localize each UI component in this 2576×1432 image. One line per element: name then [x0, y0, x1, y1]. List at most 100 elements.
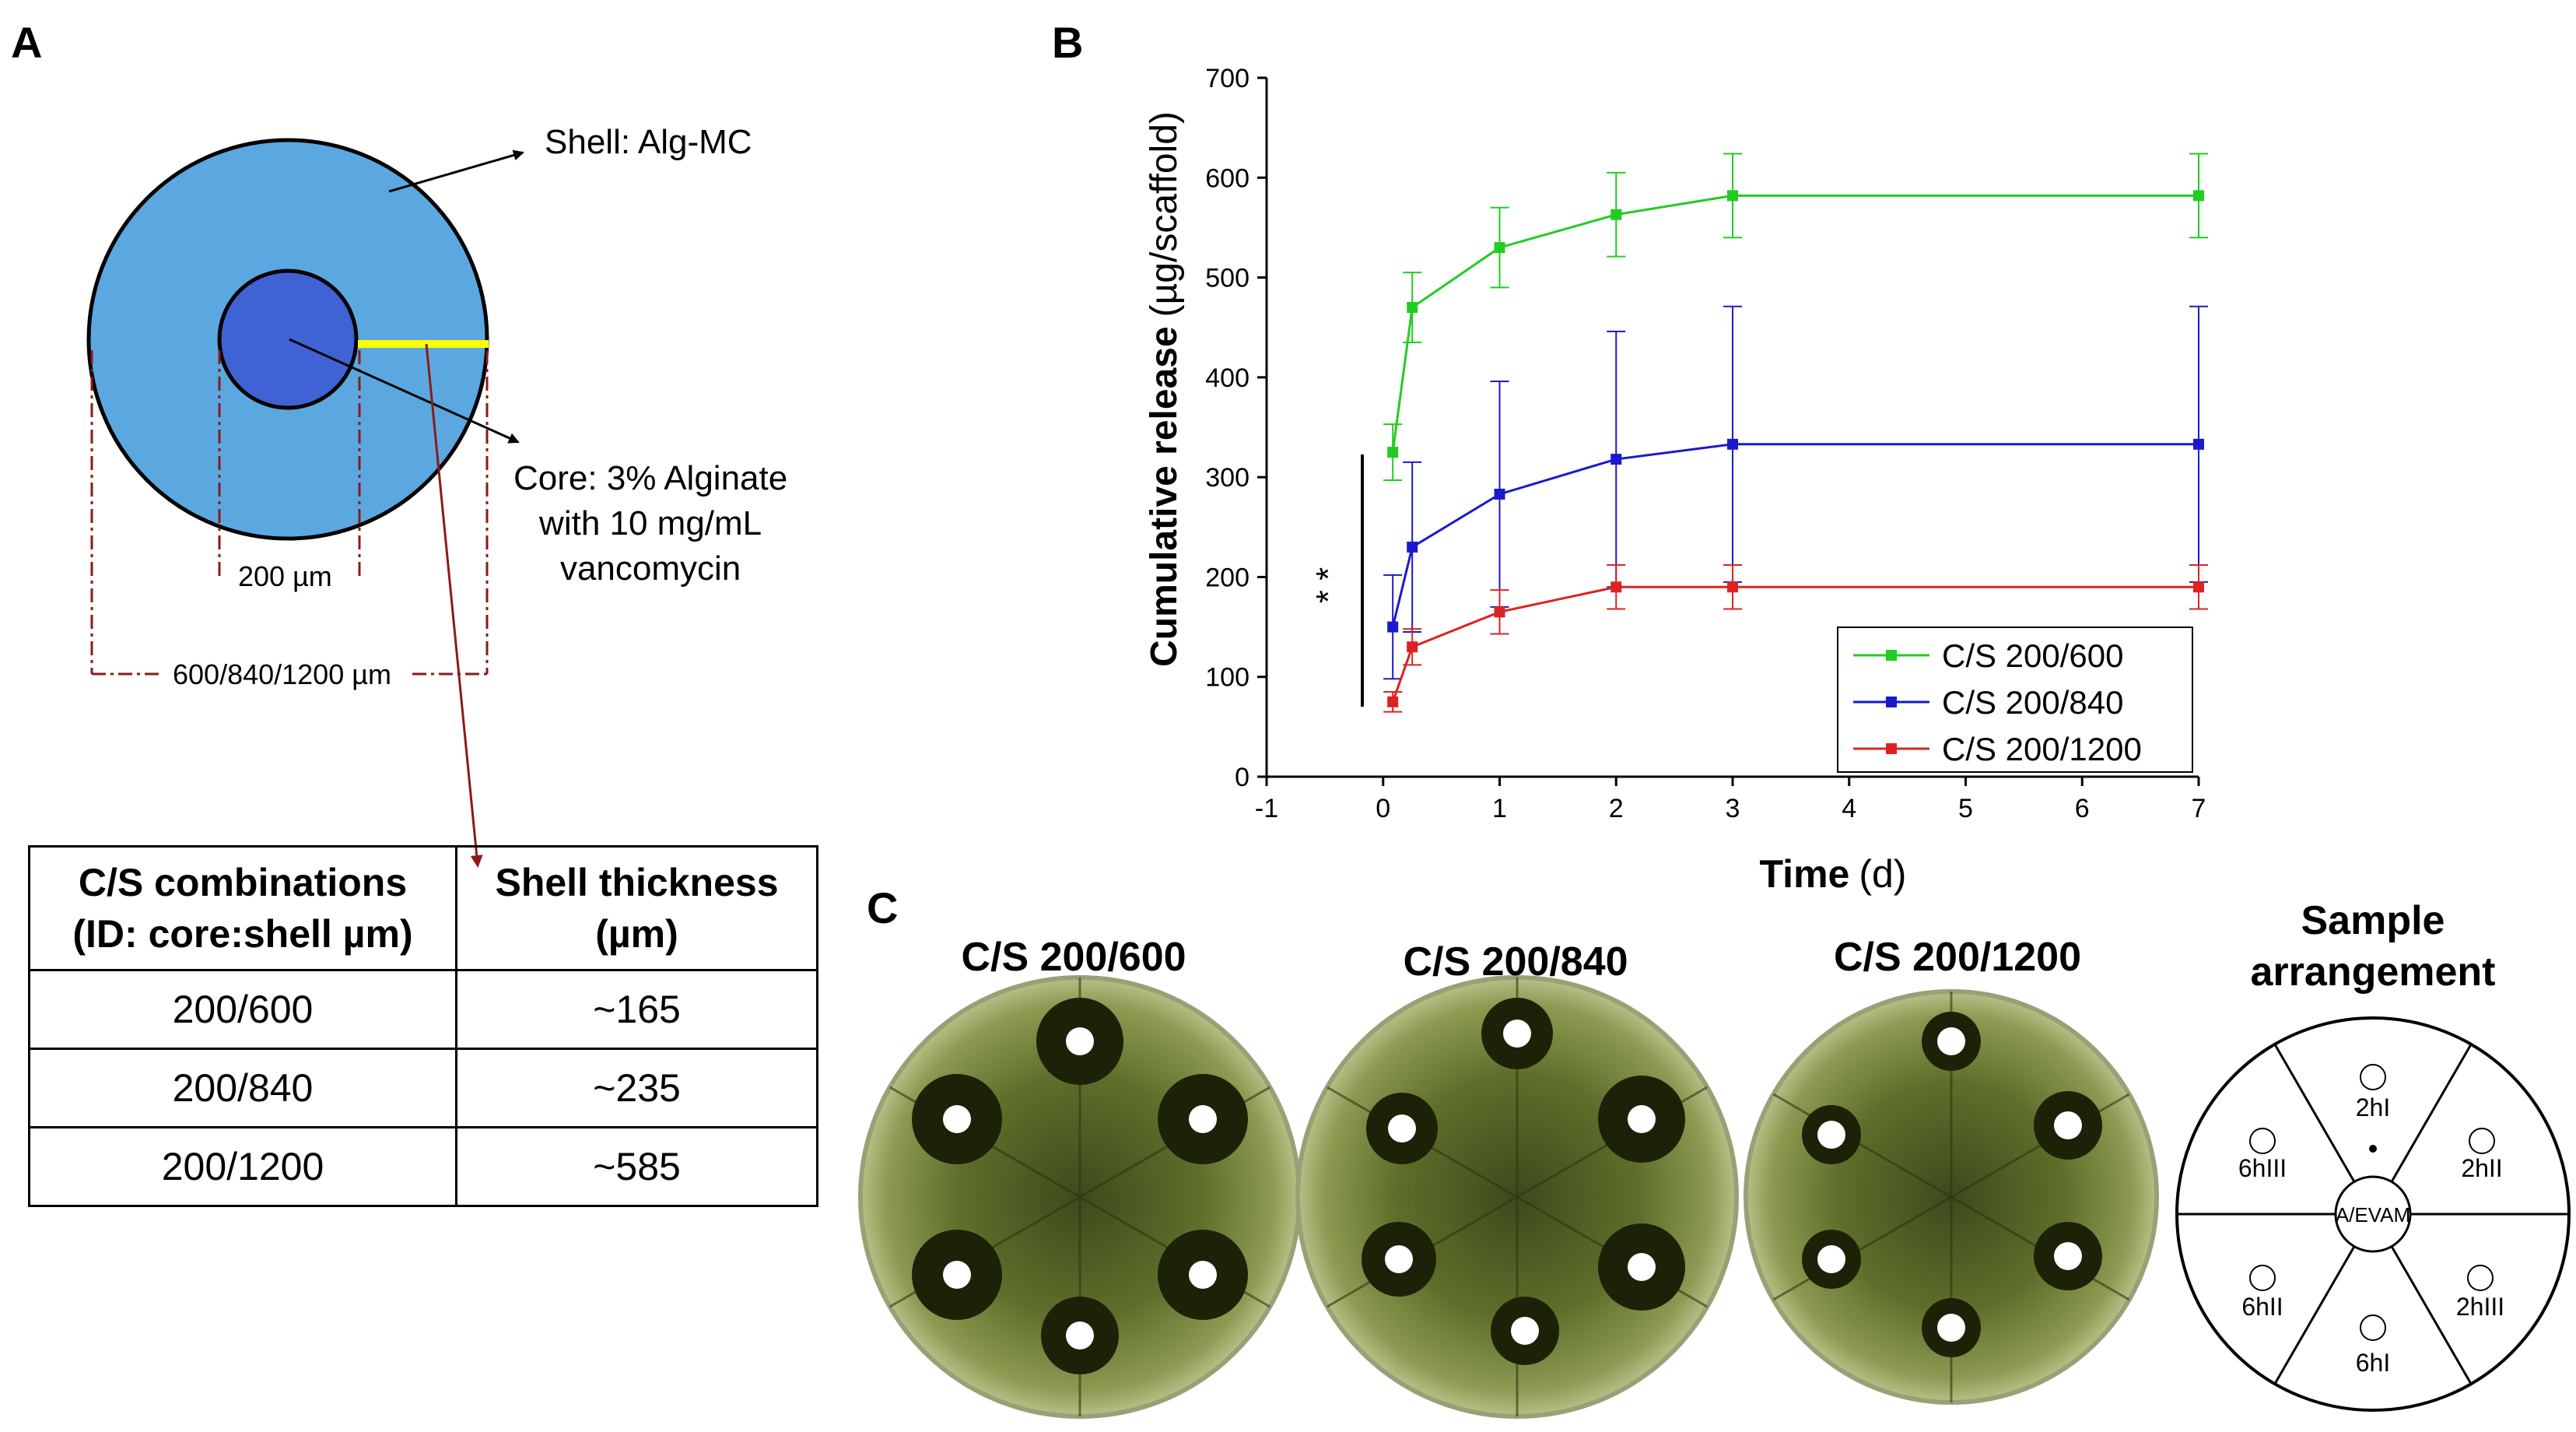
y-tick-label: 700	[1205, 64, 1249, 93]
sample-arrangement: A/EVAM 2hI 2hII 2hIII 6hI 6hII 6hIII	[2175, 1016, 2571, 1412]
x-tick-label: 1	[1492, 794, 1507, 823]
chart-series	[1383, 153, 2208, 713]
sample-well	[1628, 1253, 1656, 1281]
sample-well	[1189, 1105, 1217, 1133]
label-6hIII: 6hIII	[2238, 1154, 2287, 1182]
series-line	[1391, 585, 2199, 703]
x-tick-label: 5	[1958, 794, 1973, 823]
label-2hIII: 2hIII	[2456, 1293, 2504, 1321]
panel-label-c: C	[867, 883, 899, 932]
x-axis-label: Time (d)	[1760, 852, 1907, 896]
sample-well	[1628, 1105, 1656, 1133]
sample-well	[1503, 1020, 1531, 1048]
table-row: 200/840 ~235	[28, 1048, 818, 1128]
y-tick-label: 500	[1205, 264, 1249, 293]
data-point	[1387, 447, 1399, 458]
data-point	[2193, 190, 2204, 202]
table-header-combinations: C/S combinations (ID: core:shell µm)	[28, 845, 457, 971]
sample-well	[1937, 1314, 1965, 1342]
sample-well	[1066, 1027, 1094, 1055]
x-tick-label: 2	[1609, 794, 1624, 823]
y-tick-label: 400	[1205, 363, 1249, 393]
plate-title-1200: C/S 200/1200	[1833, 935, 2082, 980]
x-tick-label: 6	[2075, 794, 2090, 823]
data-point	[2193, 581, 2204, 593]
sample-well	[2054, 1111, 2082, 1139]
data-point	[1727, 581, 1738, 593]
petri-plate	[1295, 975, 1739, 1419]
core-arrow	[289, 338, 520, 444]
data-point	[1727, 190, 1738, 202]
well-6hI	[2360, 1314, 2386, 1341]
panel-label-a: A	[11, 18, 43, 67]
core-circle	[217, 268, 359, 410]
center-label: A/EVAM	[2336, 1203, 2410, 1227]
core-label-line-1: Core: 3% Alginate	[513, 459, 788, 497]
data-point	[1494, 606, 1505, 618]
x-tick-label: 4	[1842, 794, 1856, 823]
arrangement-title: Sample arrangement	[2250, 898, 2496, 995]
table-row: 200/1200 ~585	[28, 1126, 818, 1207]
data-point	[1610, 454, 1622, 465]
legend-label: C/S 200/600	[1942, 637, 2124, 674]
label-2hII: 2hII	[2461, 1154, 2502, 1182]
sample-well	[1066, 1321, 1094, 1350]
data-point	[1407, 641, 1418, 653]
outer-diameter-label: 600/840/1200 µm	[173, 658, 391, 690]
y-tick-label: 600	[1205, 163, 1249, 193]
table-header-thickness: Shell thickness (µm)	[455, 845, 818, 971]
thickness-arrow	[425, 343, 483, 868]
legend-marker	[1886, 743, 1897, 754]
well-2hIII	[2467, 1265, 2494, 1291]
series-line	[1391, 194, 2199, 453]
center-well	[2334, 1175, 2412, 1253]
sample-well	[1189, 1261, 1217, 1289]
y-tick-label: 100	[1205, 663, 1249, 693]
shell-label: Shell: Alg-MC	[545, 123, 752, 161]
sample-well	[943, 1261, 971, 1289]
well-2hII	[2469, 1128, 2495, 1154]
core-diameter-label: 200 µm	[238, 560, 332, 592]
series-line	[1391, 443, 2199, 627]
sample-well	[1817, 1245, 1845, 1273]
significance-marker: * *	[1309, 567, 1348, 603]
data-point	[1387, 621, 1399, 633]
core-label: Core: 3% Alginate with 10 mg/mL vancomyc…	[513, 456, 787, 591]
sample-well	[1385, 1245, 1413, 1273]
y-tick-label: 0	[1235, 763, 1249, 792]
x-tick-label: -1	[1255, 794, 1278, 823]
petri-plate	[1744, 989, 2159, 1405]
data-point	[1727, 438, 1738, 450]
data-point	[1387, 696, 1399, 707]
sample-well	[2054, 1242, 2082, 1270]
label-6hI: 6hI	[2356, 1349, 2390, 1377]
y-axis-label: Cumulative release(µg/scaffold)	[1144, 111, 1185, 667]
dimension-lines	[90, 350, 489, 676]
y-tick-label: 300	[1205, 463, 1249, 493]
sample-well	[1817, 1121, 1845, 1149]
sample-well	[1388, 1114, 1416, 1142]
legend-label: C/S 200/840	[1942, 684, 2124, 721]
shell-thickness-table: C/S combinations (ID: core:shell µm) She…	[28, 845, 818, 1207]
table-cell-thickness: ~235	[455, 1048, 818, 1128]
data-point	[1407, 302, 1418, 314]
petri-plate	[858, 975, 1302, 1419]
petri-plates	[858, 975, 2159, 1419]
x-tick-label: 3	[1726, 794, 1740, 823]
data-point	[2193, 438, 2204, 450]
plate-title-600: C/S 200/600	[961, 935, 1186, 980]
panel-label-b: B	[1052, 18, 1084, 67]
core-label-line-2: with 10 mg/mL	[539, 504, 762, 542]
legend-label: C/S 200/1200	[1942, 731, 2142, 767]
table-row: 200/600 ~165	[28, 969, 818, 1050]
core-label-line-3: vancomycin	[559, 549, 741, 588]
label-2hI: 2hI	[2356, 1093, 2390, 1121]
sample-well	[1937, 1027, 1965, 1055]
y-tick-label: 200	[1205, 563, 1249, 592]
shell-arrow	[388, 149, 524, 193]
data-point	[1610, 209, 1622, 220]
legend-marker	[1886, 697, 1897, 707]
legend-marker	[1886, 650, 1897, 661]
